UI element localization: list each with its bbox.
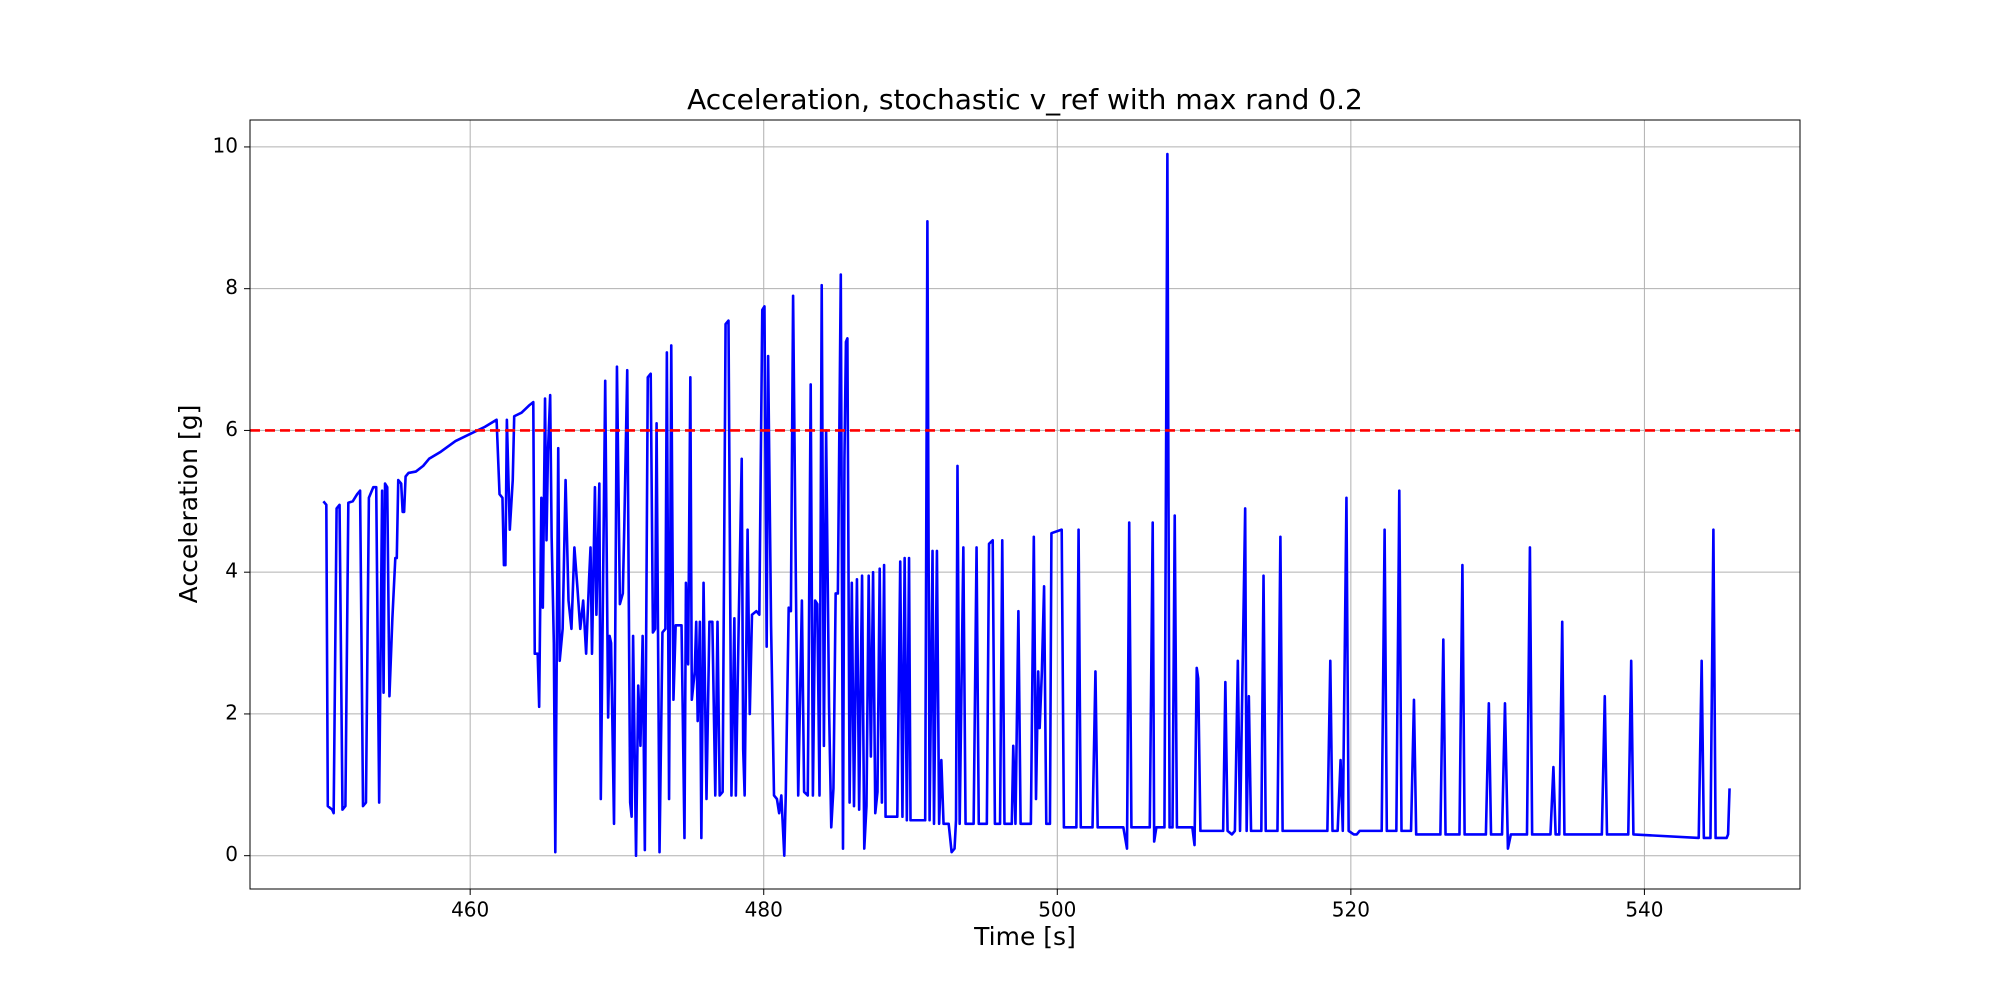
x-tick-label: 500 xyxy=(1038,898,1076,922)
x-tick-label: 460 xyxy=(451,898,489,922)
x-axis-label: Time [s] xyxy=(973,922,1076,951)
chart-title: Acceleration, stochastic v_ref with max … xyxy=(687,83,1363,116)
x-tick-label: 520 xyxy=(1332,898,1370,922)
x-tick-label: 540 xyxy=(1625,898,1663,922)
plot-area: 460 480 500 520 540 0 2 4 6 8 10 xyxy=(213,119,1801,922)
x-tick-label: 480 xyxy=(745,898,783,922)
y-tick-label: 4 xyxy=(225,559,238,583)
y-tick-label: 10 xyxy=(213,133,238,157)
y-tick-label: 6 xyxy=(225,417,238,441)
y-tick-label: 8 xyxy=(225,275,238,299)
y-tick-label: 2 xyxy=(225,700,238,724)
y-axis-label: Acceleration [g] xyxy=(174,405,203,604)
axes-frame xyxy=(249,119,1801,890)
data-line xyxy=(322,152,1731,857)
y-tick-label: 0 xyxy=(225,842,238,866)
